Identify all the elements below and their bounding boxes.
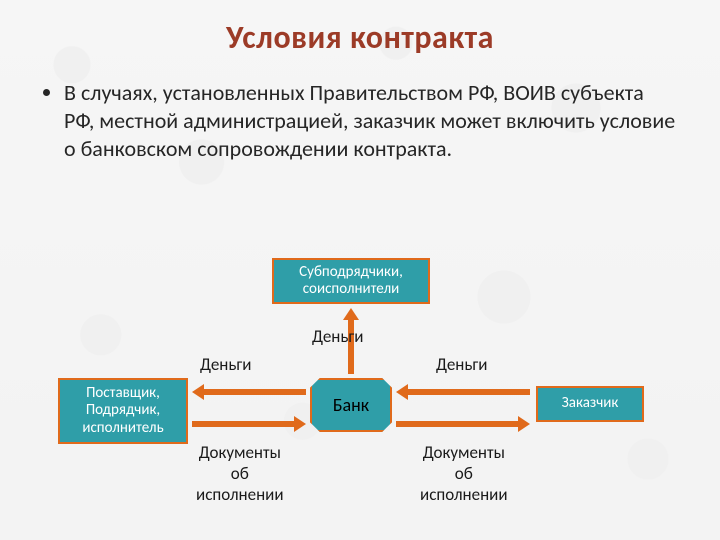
body-text: В случаях, установленных Правительством …	[42, 79, 678, 163]
page-title: Условия контракта	[42, 18, 678, 57]
diagram-canvas: Поставщик, Подрядчик, исполнитель Субподр…	[0, 250, 720, 540]
arrow-bank-to-supplier-money	[192, 386, 306, 398]
arrow-customer-to-bank-money	[396, 386, 530, 398]
arrow-bank-to-customer-docs	[396, 418, 530, 430]
node-customer: Заказчик	[536, 386, 644, 422]
label-money_right: Деньги	[436, 354, 487, 375]
label-money_left: Деньги	[200, 354, 251, 375]
arrow-supplier-to-bank-docs	[192, 418, 306, 430]
node-bank: Банк	[310, 378, 392, 432]
label-money_up: Деньги	[312, 326, 363, 347]
node-supplier: Поставщик, Подрядчик, исполнитель	[58, 378, 188, 444]
node-sub: Субподрядчики, соисполнители	[272, 258, 430, 304]
label-docs_left: Документы об исполнении	[196, 442, 284, 505]
bullet-1: В случаях, установленных Правительством …	[64, 79, 678, 163]
label-docs_right: Документы об исполнении	[420, 442, 508, 505]
